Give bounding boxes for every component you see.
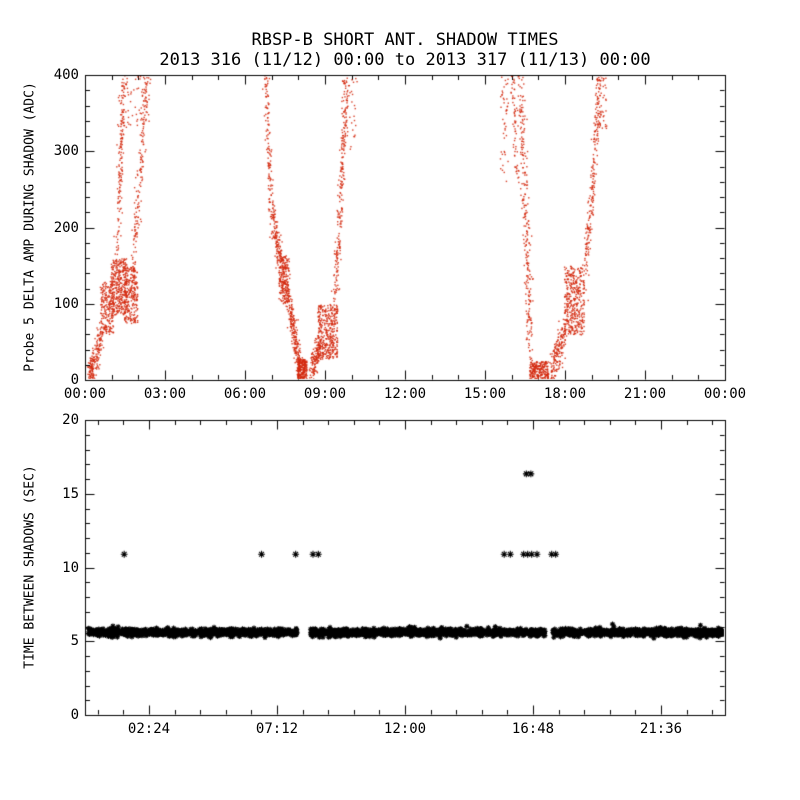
x-tick-label: 02:24	[127, 721, 171, 737]
x-tick-label: 15:00	[463, 386, 507, 402]
x-tick-label: 00:00	[703, 386, 747, 402]
x-tick-label: 09:00	[303, 386, 347, 402]
top-y-axis-label: Probe 5 DELTA AMP DURING SHADOW (ADC)	[22, 82, 38, 372]
x-tick-label: 16:48	[511, 721, 555, 737]
chart-title: RBSP-B SHORT ANT. SHADOW TIMES	[251, 30, 559, 50]
x-tick-label: 21:36	[639, 721, 683, 737]
y-tick-label: 5	[70, 633, 79, 650]
x-tick-label: 12:00	[383, 721, 427, 737]
y-tick-label: 20	[62, 412, 79, 428]
y-tick-label: 10	[62, 559, 79, 576]
x-tick-label: 03:00	[143, 386, 187, 402]
y-tick-label: 200	[53, 219, 79, 236]
chart-subtitle: 2013 316 (11/12) 00:00 to 2013 317 (11/1…	[159, 50, 651, 70]
y-tick-label: 300	[53, 143, 79, 160]
y-tick-label: 100	[53, 295, 79, 312]
x-tick-label: 21:00	[623, 386, 667, 402]
y-tick-label: 400	[53, 67, 79, 83]
x-tick-label: 07:12	[255, 721, 299, 737]
y-tick-label: 0	[70, 372, 79, 388]
y-tick-label: 15	[62, 485, 79, 502]
y-tick-label: 0	[70, 707, 79, 723]
x-tick-label: 18:00	[543, 386, 587, 402]
x-tick-label: 12:00	[383, 386, 427, 402]
bottom-y-axis-label: TIME BETWEEN SHADOWS (SEC)	[22, 465, 38, 669]
x-tick-label: 00:00	[63, 386, 107, 402]
x-tick-label: 06:00	[223, 386, 267, 402]
